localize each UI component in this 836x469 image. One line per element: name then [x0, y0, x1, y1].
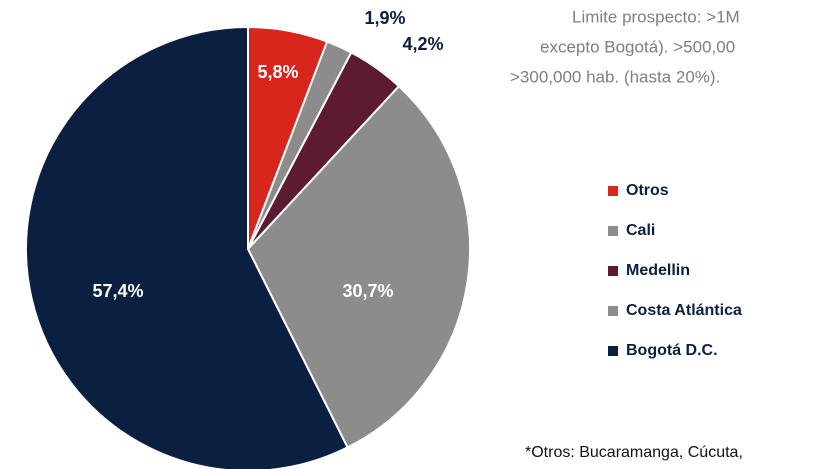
data-label: 5,8% — [257, 62, 298, 82]
legend-label: Costa Atlántica — [626, 302, 742, 319]
legend-swatch — [608, 186, 618, 196]
legend-label: Cali — [626, 222, 655, 239]
legend-swatch — [608, 306, 618, 316]
legend-swatch — [608, 226, 618, 236]
data-label: 57,4% — [92, 281, 143, 301]
pie-slice — [246, 84, 471, 449]
annotation: excepto Bogotá). >500,00 — [540, 37, 735, 56]
data-label: 30,7% — [342, 281, 393, 301]
legend-swatch — [608, 346, 618, 356]
annotation: Limite prospecto: >1M — [572, 7, 740, 26]
annotation: *Otros: Bucaramanga, Cúcuta, — [525, 444, 743, 461]
annotation: >300,000 hab. (hasta 20%). — [510, 67, 720, 86]
legend-swatch — [608, 266, 618, 276]
legend-label: Medellin — [626, 262, 690, 279]
pie-slice — [25, 25, 349, 469]
legend-label: Bogotá D.C. — [626, 342, 718, 359]
data-label: 1,9% — [364, 8, 405, 28]
legend-label: Otros — [626, 182, 669, 199]
data-label: 4,2% — [402, 34, 443, 54]
